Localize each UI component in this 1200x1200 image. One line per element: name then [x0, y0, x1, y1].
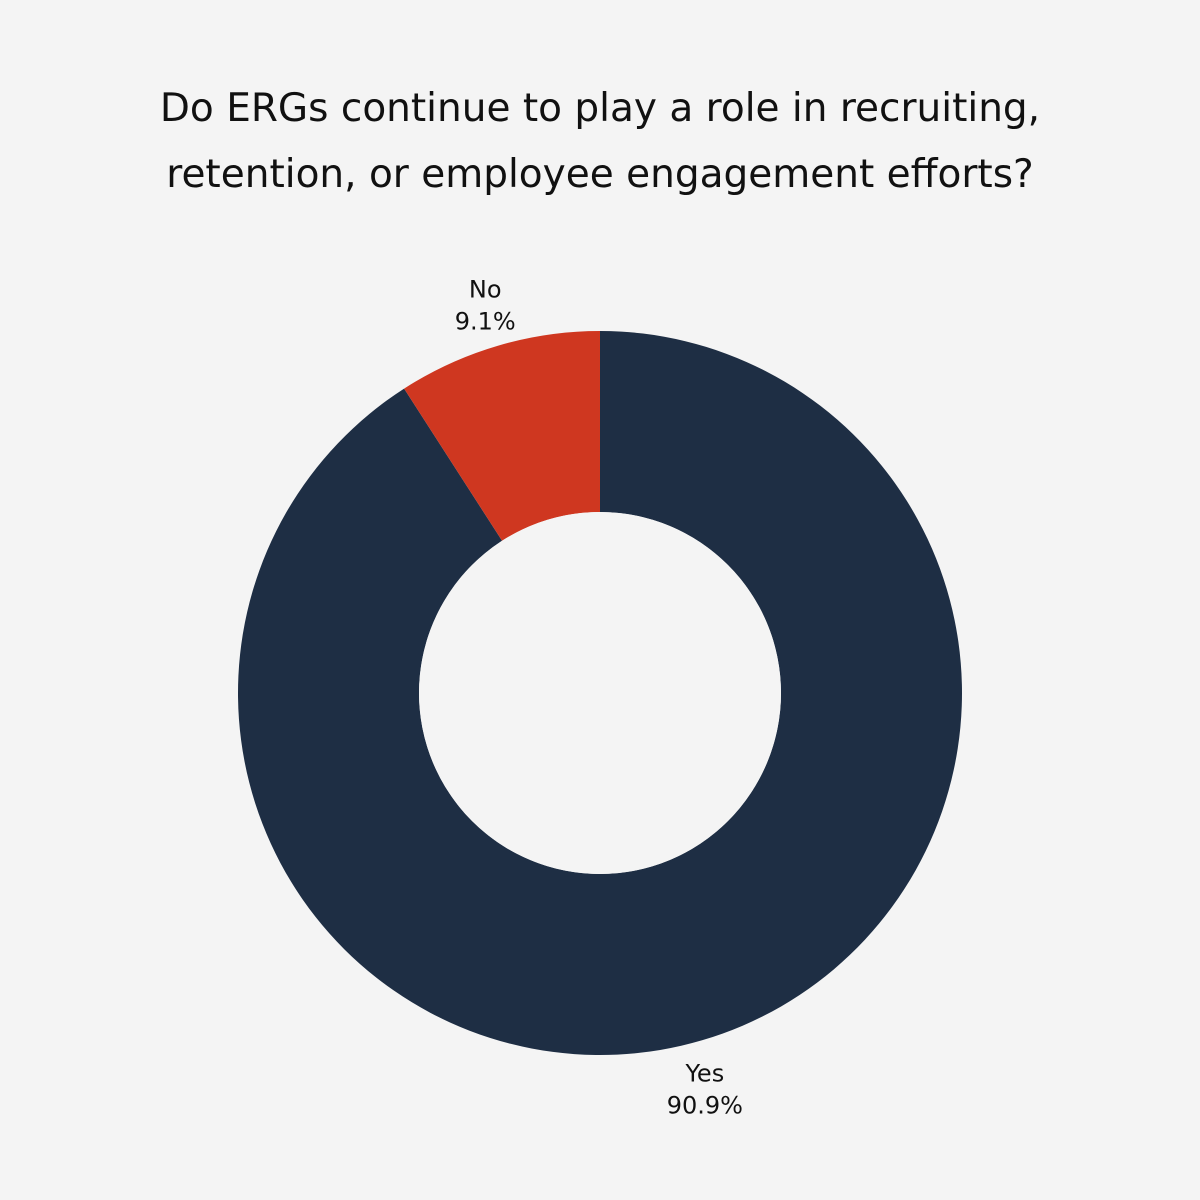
slice-value-no: 9.1% [455, 308, 516, 336]
slice-no [404, 331, 600, 541]
slice-label-yes: Yes [684, 1059, 724, 1087]
donut-slices [238, 331, 963, 1055]
slice-yes [238, 331, 963, 1055]
chart-title: Do ERGs continue to play a role in recru… [159, 86, 1041, 197]
slice-labels: Yes 90.9% No 9.1% [455, 276, 743, 1120]
donut-hole [419, 512, 781, 874]
slice-label-no: No [469, 276, 502, 304]
slice-value-yes: 90.9% [667, 1091, 743, 1119]
